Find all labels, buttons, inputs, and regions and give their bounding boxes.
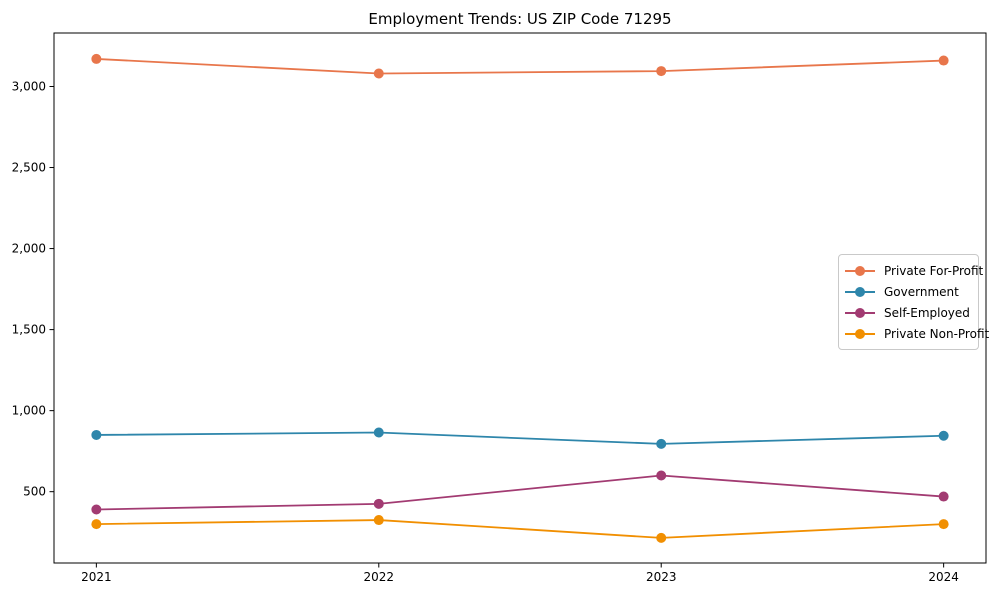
legend-line-marker-icon bbox=[845, 307, 875, 318]
data-point bbox=[938, 491, 949, 502]
line-series bbox=[96, 58, 944, 75]
legend-item: Government bbox=[845, 281, 972, 302]
data-point bbox=[656, 438, 667, 449]
chart-title: Employment Trends: US ZIP Code 71295 bbox=[368, 10, 672, 28]
y-tick-label: 2,500 bbox=[12, 161, 46, 175]
data-point bbox=[91, 53, 102, 64]
legend-item: Private Non-Profit bbox=[845, 323, 989, 344]
data-point bbox=[91, 429, 102, 440]
y-tick-label: 1,000 bbox=[12, 404, 46, 418]
data-point bbox=[91, 519, 102, 530]
legend-label: Private For-Profit bbox=[884, 263, 984, 278]
y-tick-label: 3,000 bbox=[12, 79, 46, 93]
y-tick-label: 2,000 bbox=[12, 242, 46, 256]
legend-label: Government bbox=[884, 284, 959, 299]
line-series bbox=[96, 431, 944, 445]
data-point bbox=[373, 498, 384, 509]
legend-line-marker-icon bbox=[845, 328, 875, 339]
legend-line-marker-icon bbox=[845, 265, 875, 276]
legend-line-marker-icon bbox=[845, 286, 875, 297]
x-tick-label: 2022 bbox=[364, 570, 395, 584]
x-tick-label: 2023 bbox=[646, 570, 677, 584]
x-tick-label: 2021 bbox=[81, 570, 112, 584]
data-point bbox=[373, 515, 384, 526]
line-series bbox=[96, 519, 944, 539]
y-tick-label: 500 bbox=[23, 485, 46, 499]
data-point bbox=[373, 68, 384, 79]
data-point bbox=[373, 427, 384, 438]
legend-label: Self-Employed bbox=[884, 305, 970, 320]
data-point bbox=[938, 430, 949, 441]
legend: Private For-Profit Government Self-Employe… bbox=[838, 254, 989, 350]
legend-label: Private Non-Profit bbox=[884, 326, 990, 341]
data-point bbox=[938, 519, 949, 530]
line-series bbox=[96, 474, 944, 511]
data-point bbox=[938, 55, 949, 66]
legend-item: Self-Employed bbox=[845, 302, 972, 323]
data-point bbox=[91, 504, 102, 515]
data-point bbox=[656, 532, 667, 543]
plot-border bbox=[53, 32, 987, 564]
x-tick-label: 2024 bbox=[928, 570, 959, 584]
data-point bbox=[656, 66, 667, 77]
legend-item: Private For-Profit bbox=[845, 260, 983, 281]
y-tick-label: 1,500 bbox=[12, 323, 46, 337]
data-point bbox=[656, 470, 667, 481]
